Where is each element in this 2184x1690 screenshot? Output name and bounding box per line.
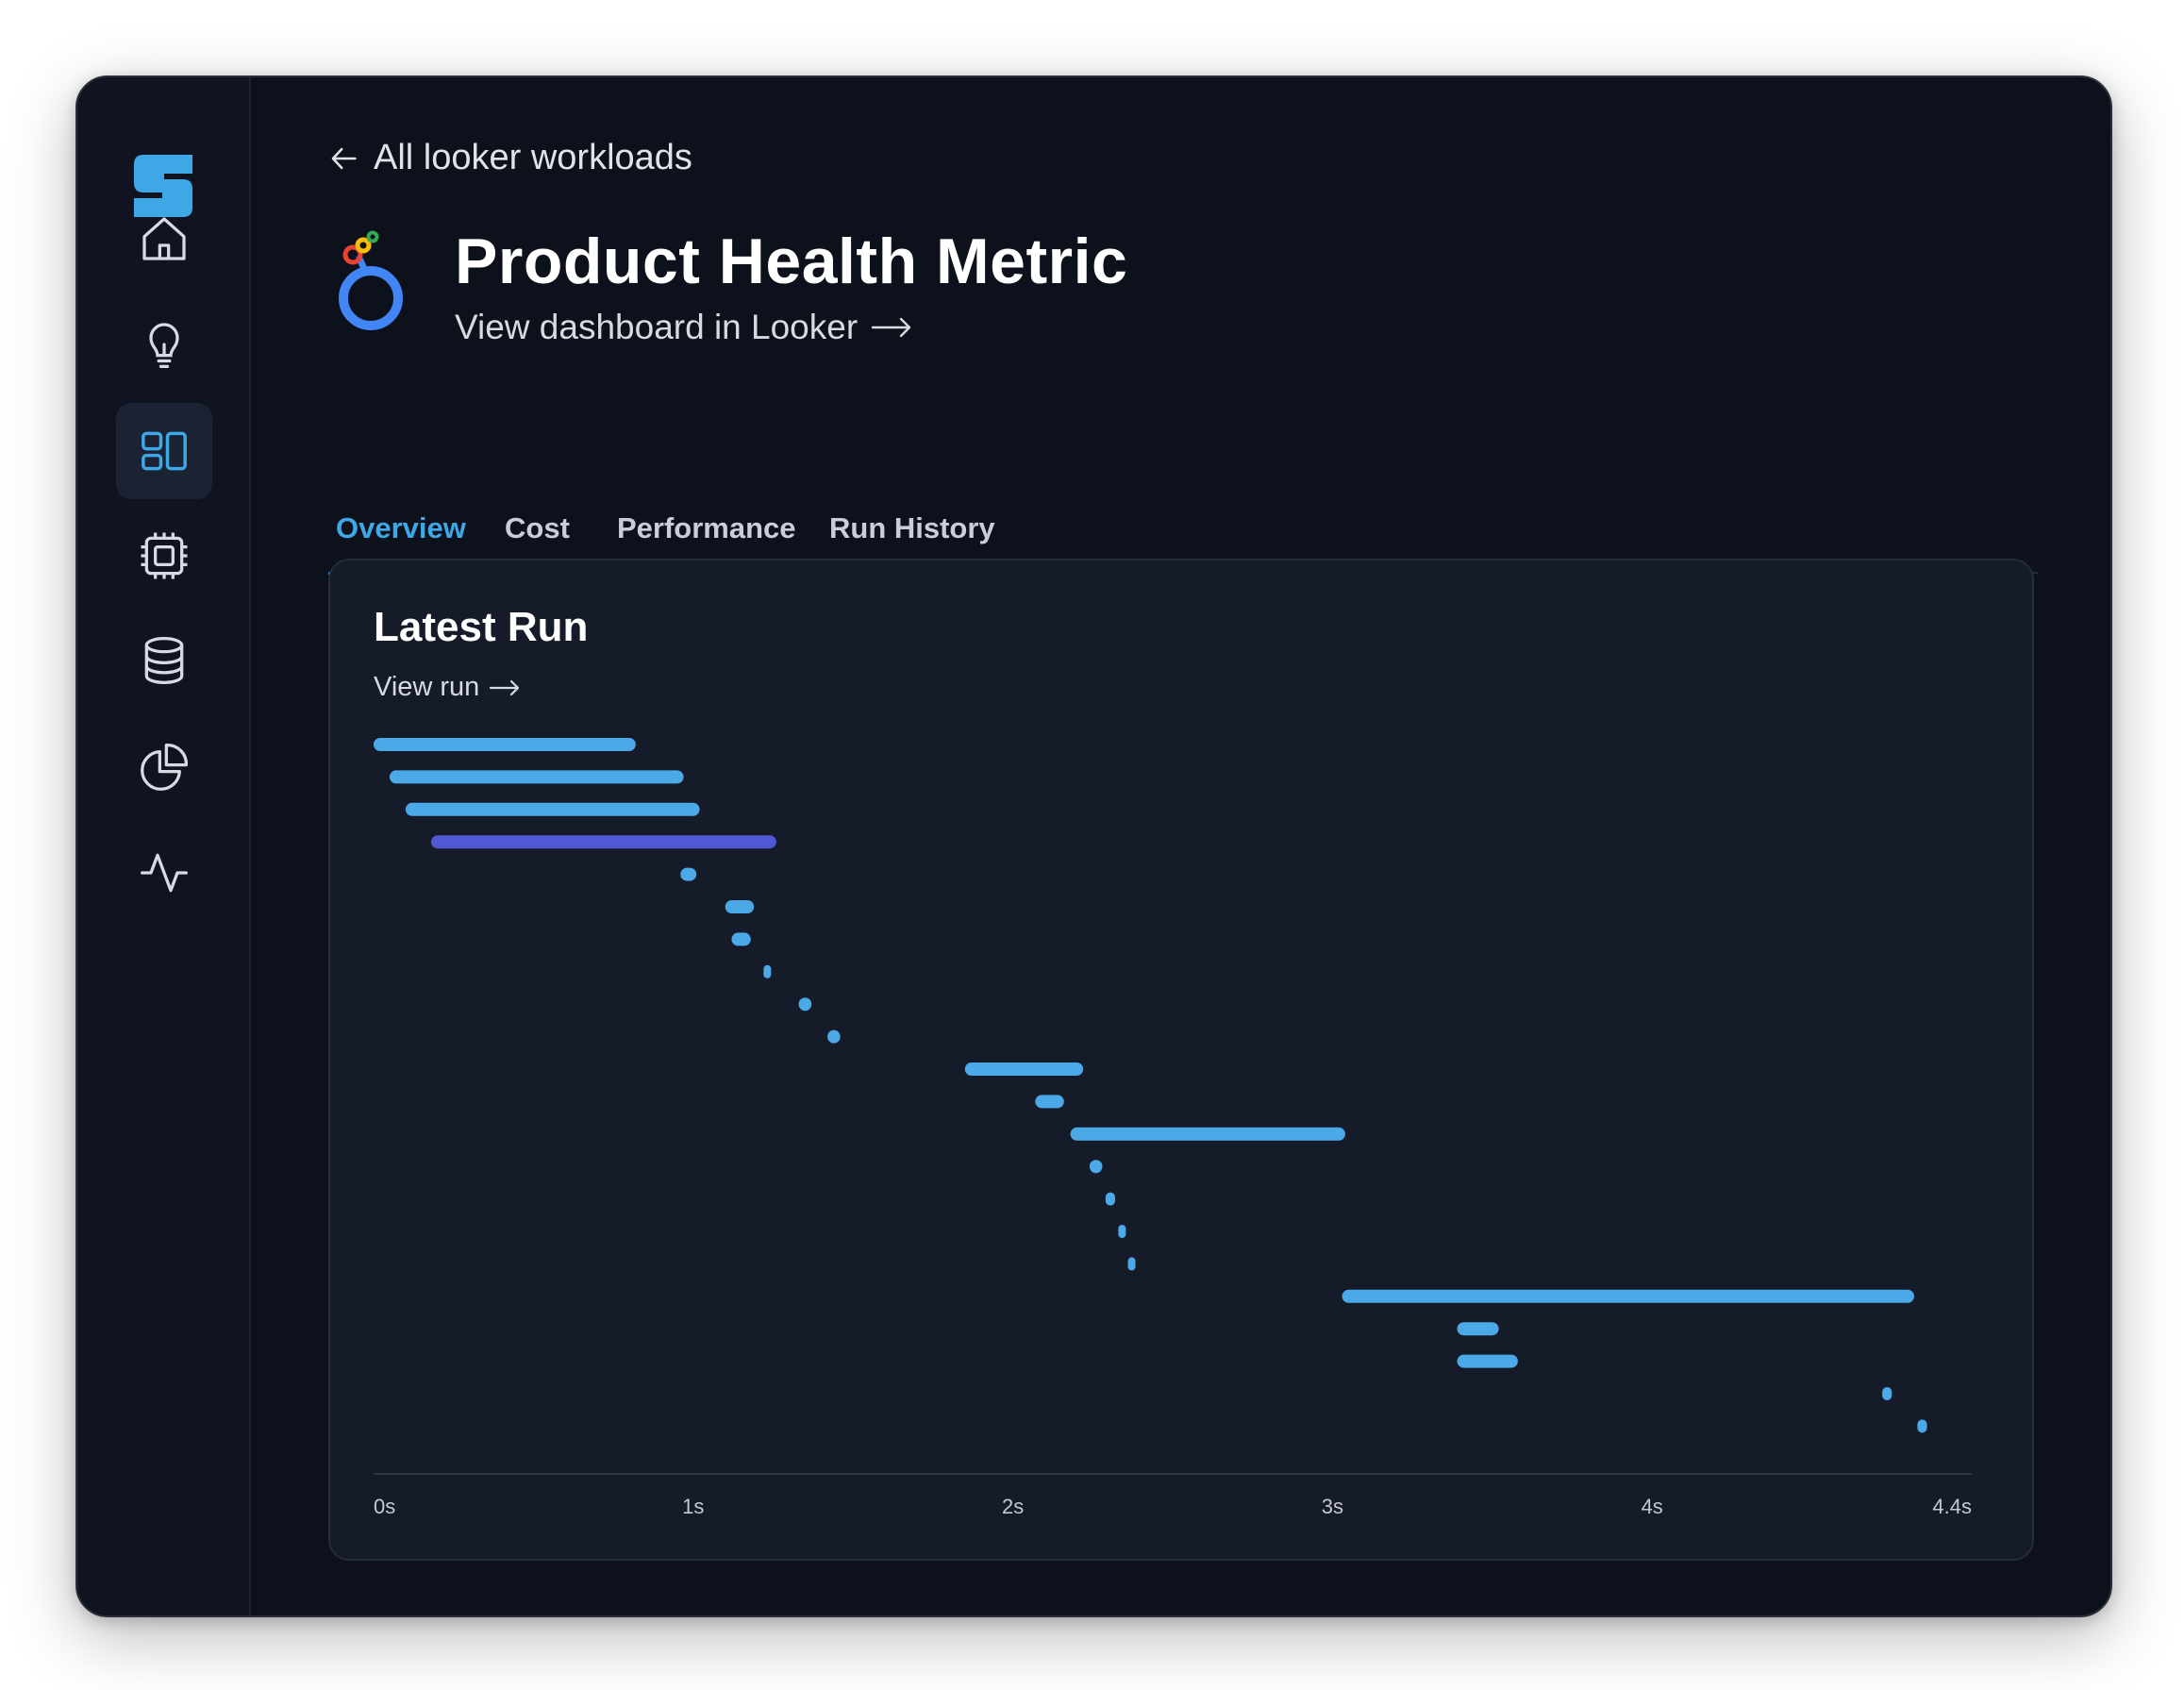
x-tick-label: 1s	[682, 1495, 704, 1518]
run-timeline-chart: 0s 1s 2s 3s 4s 4.4s	[374, 738, 1972, 1518]
task-bar[interactable]	[1070, 1127, 1345, 1141]
view-run-label: View run	[374, 672, 480, 702]
tab-run-history-label: Run History	[829, 511, 995, 544]
main-content: All looker workloads Product Health Metr…	[251, 77, 2110, 1615]
task-bar[interactable]	[1089, 1160, 1103, 1174]
sidebar-item-workloads[interactable]	[116, 403, 212, 499]
latest-run-card: 0s 1s 2s 3s 4s 4.4s Latest Run View run	[328, 559, 2034, 1561]
x-tick-label: 0s	[374, 1495, 395, 1518]
tab-overview-label: Overview	[336, 511, 466, 544]
sidebar-item-reports[interactable]	[116, 719, 212, 815]
layout-icon	[142, 431, 187, 471]
task-bar[interactable]	[430, 835, 776, 849]
back-link[interactable]: All looker workloads	[328, 138, 692, 178]
activity-icon	[141, 853, 188, 893]
task-bar[interactable]	[1105, 1192, 1116, 1206]
x-tick-label: 3s	[1322, 1495, 1343, 1518]
back-link-label: All looker workloads	[374, 138, 692, 177]
x-tick-label: 2s	[1002, 1495, 1024, 1518]
arrow-left-icon	[331, 147, 357, 169]
tab-performance-label: Performance	[617, 511, 796, 544]
sidebar-item-compute[interactable]	[116, 508, 212, 604]
task-bar[interactable]	[1882, 1387, 1892, 1400]
view-dashboard-link[interactable]: View dashboard in Looker	[455, 308, 912, 347]
x-tick-label: 4s	[1642, 1495, 1663, 1518]
task-bar[interactable]	[1917, 1419, 1927, 1433]
task-bar[interactable]	[389, 770, 684, 784]
view-dashboard-label: View dashboard in Looker	[455, 308, 859, 346]
task-bar[interactable]	[964, 1063, 1084, 1076]
pie-chart-icon	[141, 744, 188, 791]
home-icon	[142, 217, 186, 260]
sidebar-item-data[interactable]	[116, 612, 212, 709]
tab-cost[interactable]: Cost	[505, 493, 570, 574]
tab-run-history[interactable]: Run History	[829, 493, 995, 574]
sidebar-item-monitoring[interactable]	[116, 825, 212, 921]
tab-cost-label: Cost	[505, 511, 570, 544]
app-window: All looker workloads Product Health Metr…	[75, 75, 2112, 1617]
brand-logo-icon[interactable]	[134, 155, 192, 217]
task-bar[interactable]	[405, 802, 700, 816]
task-bar[interactable]	[731, 932, 751, 946]
task-bar[interactable]	[1127, 1257, 1136, 1271]
arrow-right-icon	[871, 317, 911, 338]
task-bar[interactable]	[725, 900, 755, 913]
view-run-link[interactable]: View run	[374, 672, 521, 703]
page-title: Product Health Metric	[455, 226, 1128, 297]
looker-logo-icon	[339, 230, 403, 330]
task-bar[interactable]	[827, 1029, 841, 1044]
tab-performance[interactable]: Performance	[617, 493, 796, 574]
task-bar[interactable]	[1342, 1289, 1915, 1303]
sidebar-item-insights[interactable]	[116, 296, 212, 393]
sidebar-item-home[interactable]	[116, 191, 212, 287]
cpu-icon	[141, 532, 188, 579]
task-bar[interactable]	[1457, 1354, 1518, 1368]
x-tick-label: 4.4s	[1932, 1495, 1972, 1518]
database-icon	[144, 637, 184, 684]
task-bar[interactable]	[1035, 1095, 1064, 1109]
task-bar[interactable]	[374, 738, 636, 751]
sidebar	[77, 77, 251, 1615]
task-bar[interactable]	[1457, 1322, 1499, 1336]
task-bar[interactable]	[763, 964, 772, 979]
card-title: Latest Run	[374, 604, 589, 650]
task-bar[interactable]	[680, 867, 697, 881]
task-bar[interactable]	[798, 997, 812, 1012]
arrow-right-icon	[490, 679, 520, 695]
lightbulb-icon	[149, 323, 179, 368]
task-bar[interactable]	[1118, 1225, 1126, 1238]
